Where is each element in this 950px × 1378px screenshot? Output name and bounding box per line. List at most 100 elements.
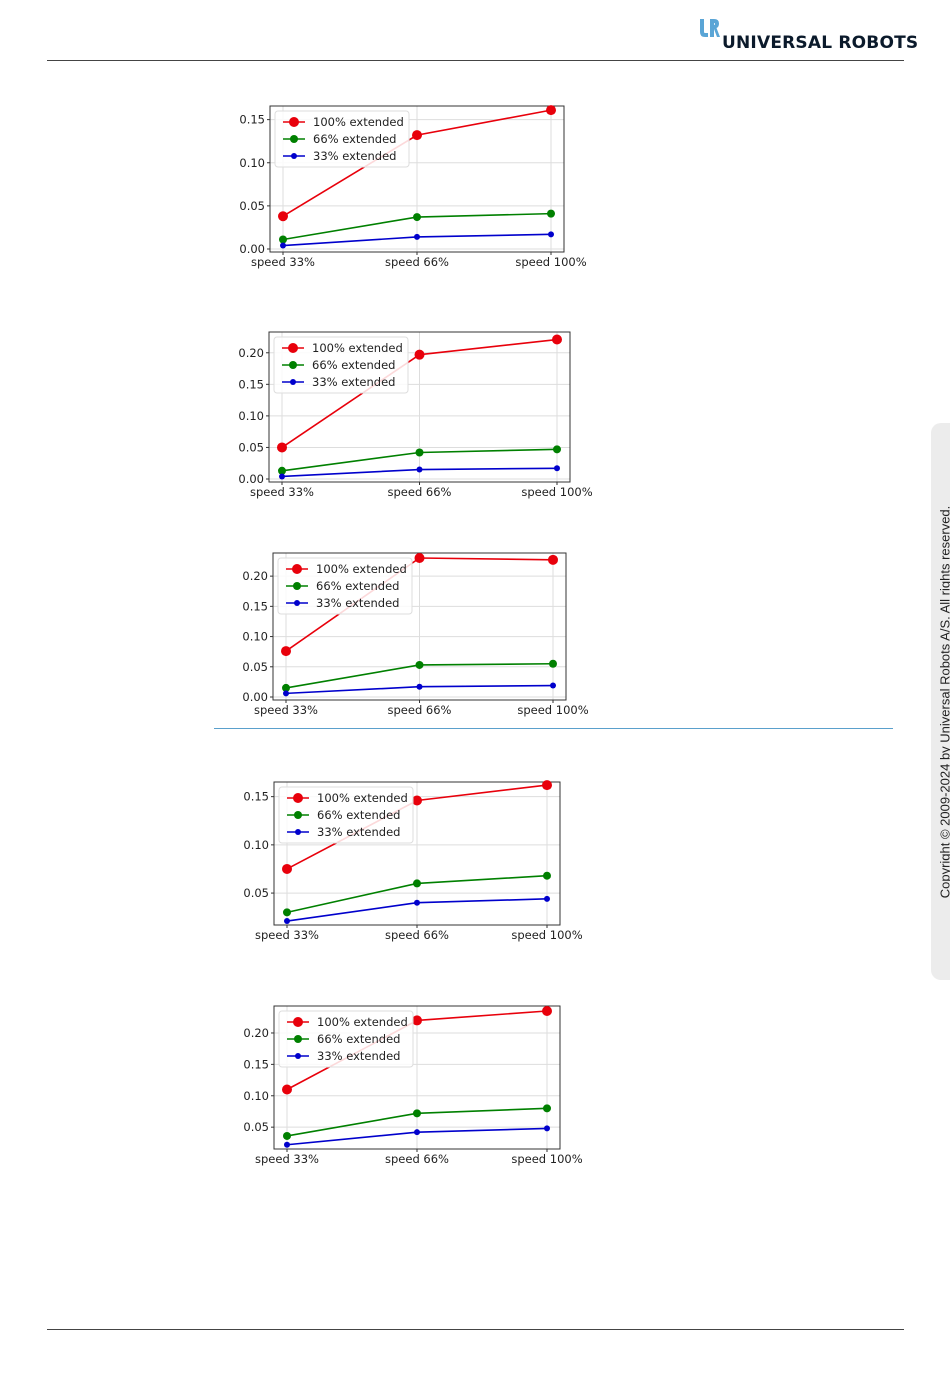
y-tick-label: 0.00 (242, 690, 268, 704)
y-tick-label: 0.05 (243, 1120, 269, 1134)
x-tick-label: speed 100% (511, 1152, 582, 1166)
data-point (544, 1125, 550, 1132)
y-tick-label: 0.10 (243, 838, 269, 852)
y-tick-label: 0.10 (242, 630, 268, 644)
data-point (552, 334, 562, 345)
data-point (413, 1109, 421, 1118)
legend-marker (289, 361, 297, 369)
data-point (415, 660, 424, 669)
legend-marker (295, 1053, 301, 1059)
y-tick-label: 0.15 (238, 377, 264, 391)
y-tick-label: 0.15 (243, 790, 269, 804)
legend-box (278, 786, 414, 844)
copyright-text: Copyright © 2009-2024 by Universal Robot… (937, 505, 950, 899)
y-tick-label: 0.10 (239, 156, 265, 170)
legend-marker (294, 600, 300, 606)
y-tick-label: 0.20 (242, 569, 268, 583)
data-point (282, 683, 290, 692)
ur-logo-icon (700, 19, 720, 37)
x-tick-label: speed 100% (517, 703, 588, 717)
x-tick-label: speed 33% (254, 703, 318, 717)
legend-label: 66% extended (317, 808, 400, 822)
data-point (414, 233, 420, 240)
x-tick-label: speed 66% (385, 255, 449, 269)
legend-label: 33% extended (317, 825, 400, 839)
legend-label: 66% extended (316, 579, 399, 593)
x-tick-label: speed 66% (385, 928, 449, 942)
data-point (283, 1131, 291, 1140)
x-tick-label: speed 33% (251, 255, 315, 269)
chart-5: 0.05 0.10 0.15 0.20 speed 33% speed 66% speed … (243, 1005, 583, 1166)
data-point (277, 442, 287, 453)
y-tick-label: 0.10 (243, 1089, 269, 1103)
y-tick-label: 0.20 (238, 346, 264, 360)
data-point (547, 209, 555, 218)
y-tick-label: 0.15 (239, 113, 265, 127)
legend-label: 33% extended (316, 596, 399, 610)
data-point (279, 473, 285, 480)
data-point (284, 918, 290, 925)
legend-box (278, 1010, 414, 1068)
legend-label: 100% extended (317, 1015, 408, 1029)
legend-marker (293, 1017, 303, 1027)
data-point (412, 1015, 422, 1026)
data-point (543, 871, 551, 880)
section-divider (214, 728, 893, 729)
data-point (414, 349, 425, 360)
data-point (282, 863, 292, 874)
footer-divider (47, 1329, 904, 1330)
y-tick-label: 0.05 (238, 440, 264, 454)
y-tick-label: 0.00 (239, 242, 265, 256)
x-tick-label: speed 100% (521, 485, 592, 499)
y-tick-label: 0.05 (239, 199, 265, 213)
x-tick-label: speed 66% (388, 703, 452, 717)
legend-label: 100% extended (317, 791, 408, 805)
chart-1: 0.00 0.05 0.10 0.15 speed 33% speed 66% speed … (239, 105, 587, 269)
x-tick-label: speed 66% (388, 485, 452, 499)
data-point (414, 553, 425, 563)
legend-box (274, 110, 410, 168)
legend-box (273, 336, 409, 394)
y-tick-label: 0.00 (238, 472, 264, 486)
data-point (413, 879, 421, 888)
y-tick-label: 0.15 (243, 1057, 269, 1071)
legend-marker (295, 829, 301, 835)
legend-label: 100% extended (312, 341, 403, 355)
data-point (278, 466, 286, 475)
data-point (544, 895, 550, 902)
copyright-tab (931, 423, 950, 980)
legend-marker (290, 135, 298, 143)
x-tick-label: speed 100% (511, 928, 582, 942)
brand-name: UNIVERSAL ROBOTS (722, 33, 919, 53)
y-tick-label: 0.20 (243, 1026, 269, 1040)
legend-marker (289, 117, 299, 127)
brand-logo: UNIVERSAL ROBOTS (698, 17, 918, 55)
data-point (416, 683, 423, 690)
data-point (548, 554, 558, 565)
legend-label: 66% extended (313, 132, 396, 146)
data-point (280, 242, 286, 249)
data-point (549, 659, 557, 668)
data-point (415, 448, 424, 457)
y-tick-label: 0.15 (242, 599, 268, 613)
data-point (543, 1104, 551, 1113)
data-point (554, 465, 560, 472)
data-point (413, 213, 421, 222)
x-tick-label: speed 100% (515, 255, 586, 269)
legend-label: 66% extended (312, 358, 395, 372)
data-point (282, 1084, 292, 1095)
x-tick-label: speed 33% (250, 485, 314, 499)
y-tick-label: 0.10 (238, 409, 264, 423)
data-point (542, 780, 552, 791)
data-point (283, 908, 291, 917)
chart-4: 0.05 0.10 0.15 speed 33% speed 66% speed 100%… (243, 780, 583, 942)
data-point (414, 899, 420, 906)
x-tick-label: speed 66% (385, 1152, 449, 1166)
legend-label: 33% extended (313, 149, 396, 163)
legend-label: 33% extended (317, 1049, 400, 1063)
data-point (550, 682, 556, 689)
legend-label: 100% extended (313, 115, 404, 129)
y-tick-label: 0.05 (243, 886, 269, 900)
data-point (542, 1006, 552, 1016)
legend-marker (294, 1035, 302, 1043)
